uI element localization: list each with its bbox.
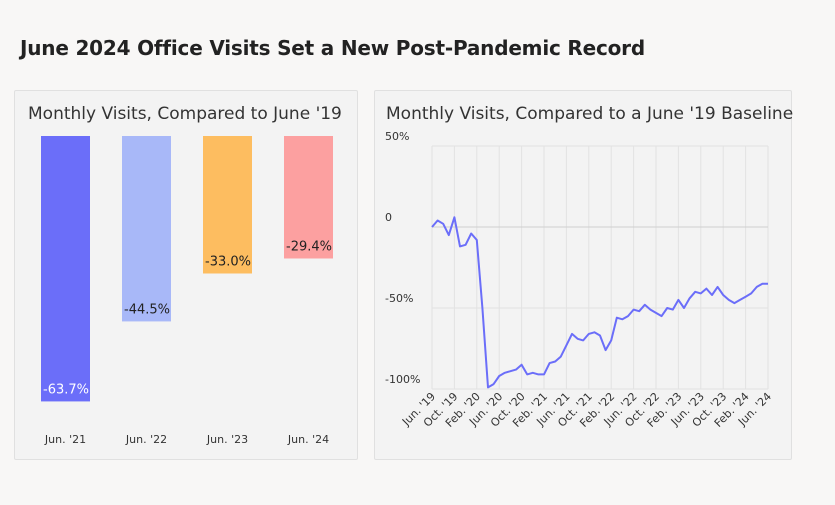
bar-chart-panel: Monthly Visits, Compared to June '19 -63…: [14, 90, 358, 460]
bar-category-label-3: Jun. '24: [287, 433, 329, 446]
bar-category-label-1: Jun. '22: [125, 433, 167, 446]
page-title: June 2024 Office Visits Set a New Post-P…: [20, 36, 645, 60]
bar-chart: -63.7% Jun. '21 -44.5% Jun. '22 -33.0% Jun. '…: [41, 136, 333, 446]
bar-category-label-2: Jun. '23: [206, 433, 248, 446]
bar-value-label-2: -33.0%: [205, 255, 251, 270]
line-chart-panel: Monthly Visits, Compared to a June '19 B…: [374, 90, 794, 460]
bar-value-label-0: -63.7%: [43, 382, 89, 397]
bar-0: [41, 136, 90, 402]
y-tick-label-3: -100%: [385, 373, 420, 386]
y-tick-label-1: 0: [385, 211, 392, 224]
bar-value-label-3: -29.4%: [286, 240, 332, 255]
bar-1: [122, 136, 171, 322]
line-chart-title: Monthly Visits, Compared to a June '19 B…: [386, 104, 794, 124]
series-line: [431, 216, 768, 389]
bar-category-label-0: Jun. '21: [44, 433, 86, 446]
bar-value-label-1: -44.5%: [124, 302, 170, 317]
bar-2: [203, 136, 252, 274]
bar-chart-title: Monthly Visits, Compared to June '19: [28, 104, 342, 124]
bar-3: [284, 136, 333, 259]
y-tick-label-2: -50%: [385, 292, 413, 305]
y-tick-label-0: 50%: [385, 130, 409, 143]
